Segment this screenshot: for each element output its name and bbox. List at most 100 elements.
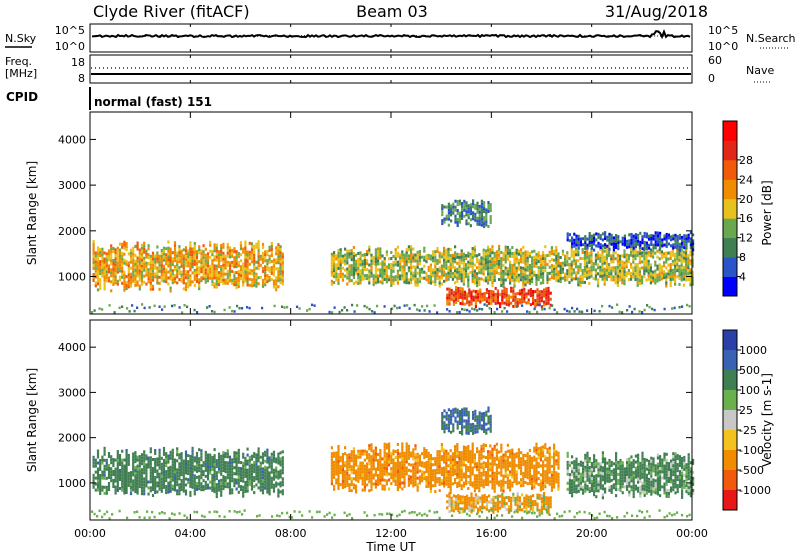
echo-cell [154,464,157,467]
echo-cell [266,466,269,470]
echo-cell [270,260,273,263]
echo-cell [344,274,347,278]
echo-cell [588,260,591,264]
echo-cell [638,273,641,277]
echo-cell [200,455,203,459]
echo-cell [272,270,276,274]
echo-cell [176,480,179,484]
echo-cell [473,477,476,481]
echo-cell [118,469,122,472]
echo-cell [501,301,504,305]
echo-cell [445,214,448,218]
echo-cell [641,251,644,255]
echo-cell [228,467,232,471]
echo-cell [542,281,545,285]
echo-cell [200,485,203,489]
nsky-panel: N.Sky 10^5 10^0 10^5 10^0 N.Search [5,23,796,53]
nsearch-tick-bottom: 10^0 [708,40,738,53]
echo-cell [427,475,430,479]
echo-cell [407,474,410,478]
echo-cell [462,279,465,283]
echo-cell [368,444,371,448]
ground-scatter-cell [183,304,186,307]
echo-cell [178,248,181,252]
echo-cell [691,270,694,274]
echo-cell [597,266,600,270]
echo-cell [136,262,139,266]
echo-cell [570,248,573,252]
echo-cell [599,265,602,269]
echo-cell [628,239,631,243]
echo-cell [632,272,635,276]
echo-cell [407,248,410,252]
echo-cell [665,284,668,288]
echo-cell [553,249,556,253]
echo-cell [450,204,453,208]
echo-cell [138,278,141,282]
echo-cell [445,464,448,468]
echo-cell [689,262,692,266]
echo-cell [388,278,391,282]
echo-cell [143,259,146,263]
echo-cell [352,483,355,487]
echo-cell [178,251,181,255]
echo-cell [383,278,386,281]
echo-cell [685,257,688,261]
echo-cell [167,276,170,280]
echo-cell [165,464,168,468]
echo-cell [564,275,567,279]
echo-cell [385,479,388,483]
echo-cell [667,236,670,240]
echo-cell [372,259,375,263]
echo-cell [627,278,630,282]
echo-cell [392,467,395,471]
echo-cell [522,269,525,273]
echo-cell [244,486,247,490]
echo-cell [145,478,148,482]
echo-cell [279,457,282,461]
echo-cell [455,286,458,289]
echo-cell [480,262,483,266]
echo-cell [281,480,284,484]
echo-cell [253,280,256,284]
echo-cell [401,265,404,269]
echo-cell [257,450,260,454]
echo-cell [330,258,333,262]
echo-cell [112,268,115,271]
echo-cell [352,477,355,481]
echo-cell [682,253,685,257]
echo-cell [198,457,201,461]
echo-cell [268,486,271,490]
echo-cell [264,483,267,487]
echo-cell [202,277,205,281]
echo-cell [476,483,479,487]
echo-cell [529,303,532,307]
echo-cell [213,246,216,250]
echo-cell [504,269,507,273]
colorbar-swatch [723,179,737,200]
echo-cell [149,468,152,472]
echo-cell [167,466,170,470]
echo-cell [165,476,168,480]
echo-cell [385,443,388,447]
echo-cell [165,452,168,456]
echo-cell [261,491,265,495]
ground-scatter-cell [91,311,94,314]
echo-cell [674,267,677,271]
echo-cell [660,250,663,254]
echo-cell [107,467,111,470]
echo-cell [603,258,606,262]
echo-cell [165,485,168,489]
echo-cell [215,246,218,250]
echo-cell [224,464,227,468]
echo-cell [478,277,481,281]
echo-cell [465,470,468,474]
echo-cell [242,283,245,287]
ground-scatter-cell [483,303,486,306]
echo-cell [623,270,626,274]
echo-cell [228,476,232,480]
echo-cell [239,244,243,248]
echo-cell [491,284,494,288]
echo-cell [226,470,229,474]
echo-cell [460,451,463,455]
